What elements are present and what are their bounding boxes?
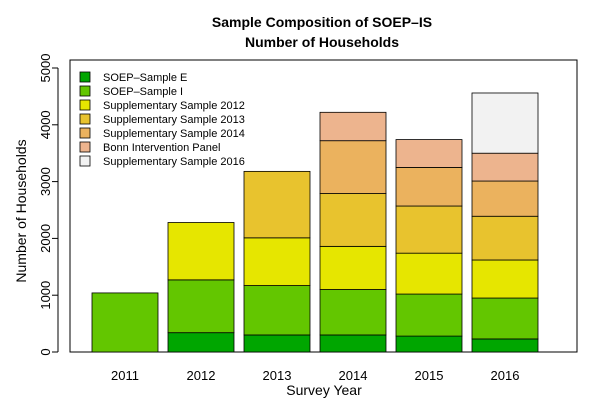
legend-label: SOEP–Sample I <box>103 86 183 98</box>
x-tick-label: 2013 <box>263 368 292 383</box>
x-tick-label: 2011 <box>111 368 139 383</box>
legend-swatch <box>79 99 91 111</box>
bar-segment-2015-5 <box>395 139 463 168</box>
bar-segment-2014-2 <box>319 245 387 290</box>
bar-segment-2016-3 <box>471 215 539 261</box>
legend-label: Bonn Intervention Panel <box>103 142 220 154</box>
y-axis: 0 1000 2000 3000 4000 5000 <box>38 54 59 356</box>
legend-swatch <box>79 85 91 97</box>
x-axis-label: Survey Year <box>286 382 362 398</box>
legend-label: Supplementary Sample 2013 <box>103 114 245 126</box>
legend-label: SOEP–Sample E <box>103 72 187 84</box>
y-tick-label: 2000 <box>38 224 53 253</box>
bar-segment-2016-0 <box>471 338 539 353</box>
bar-segment-2016-1 <box>471 297 539 340</box>
bar-segment-2014-0 <box>319 334 387 353</box>
x-axis: 2011 2012 2013 2014 2015 2016 <box>111 368 519 383</box>
bar-segment-2016-4 <box>471 180 539 217</box>
bar-segment-2011-1 <box>91 292 159 353</box>
bar-segment-2013-1 <box>243 285 311 336</box>
bar-segment-2015-4 <box>395 166 463 207</box>
legend-label: Supplementary Sample 2016 <box>103 156 245 168</box>
legend-swatch <box>79 155 91 167</box>
bar-segment-2012-1 <box>167 279 235 334</box>
bar-segment-2012-2 <box>167 222 235 281</box>
bar-segment-2013-3 <box>243 170 311 239</box>
x-tick-label: 2015 <box>415 368 444 383</box>
x-tick-label: 2012 <box>187 368 216 383</box>
legend-swatch <box>79 127 91 139</box>
x-tick-label: 2014 <box>339 368 368 383</box>
legend: SOEP–Sample E SOEP–Sample I Supplementary … <box>79 71 245 168</box>
bar-segment-2014-3 <box>319 193 387 247</box>
bar-segment-2015-0 <box>395 335 463 353</box>
x-tick-label: 2016 <box>491 368 520 383</box>
chart-title: Sample Composition of SOEP–IS <box>212 14 432 30</box>
chart-subtitle: Number of Households <box>245 34 399 50</box>
bar-segment-2016-2 <box>471 259 539 299</box>
bar-segment-2013-0 <box>243 334 311 353</box>
y-tick-label: 5000 <box>38 54 53 83</box>
bar-segment-2014-5 <box>319 111 387 142</box>
bar-segment-2016-6 <box>471 92 539 154</box>
legend-swatch <box>79 113 91 125</box>
bar-segment-2014-1 <box>319 289 387 336</box>
y-tick-label: 4000 <box>38 110 53 139</box>
bar-segment-2012-0 <box>167 332 235 353</box>
y-tick-label: 0 <box>38 348 53 355</box>
bar-segment-2013-2 <box>243 237 311 286</box>
bar-segment-2015-3 <box>395 205 463 254</box>
bars <box>91 92 539 353</box>
bar-segment-2015-1 <box>395 293 463 337</box>
legend-label: Supplementary Sample 2012 <box>103 100 245 112</box>
legend-swatch <box>79 71 91 83</box>
bar-segment-2014-4 <box>319 140 387 194</box>
legend-swatch <box>79 141 91 153</box>
bar-segment-2015-2 <box>395 252 463 295</box>
bar-segment-2016-5 <box>471 152 539 182</box>
legend-label: Supplementary Sample 2014 <box>103 128 245 140</box>
y-tick-label: 3000 <box>38 167 53 196</box>
y-axis-label: Number of Households <box>13 139 29 282</box>
y-tick-label: 1000 <box>38 281 53 310</box>
